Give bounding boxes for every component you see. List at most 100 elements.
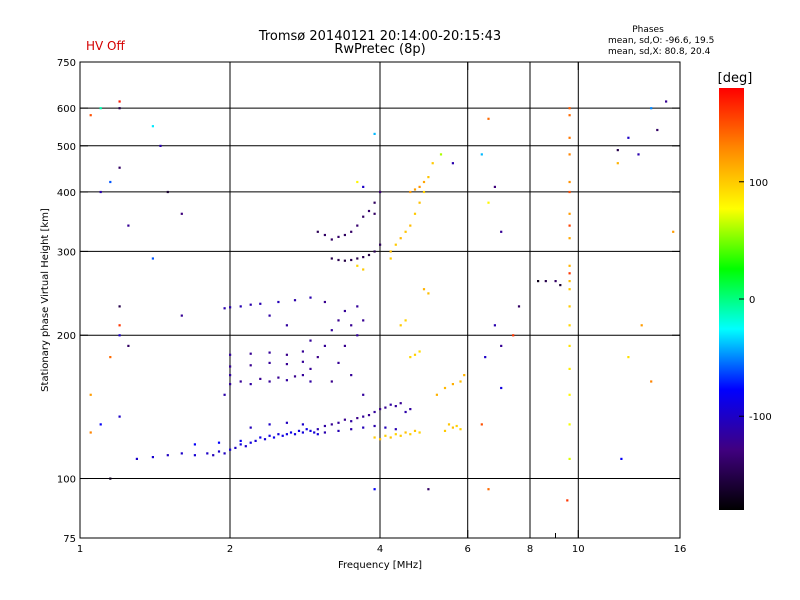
data-point — [463, 374, 466, 377]
data-point — [568, 393, 571, 396]
data-point — [356, 264, 359, 267]
data-point — [487, 117, 490, 120]
x-tick-label: 6 — [465, 544, 471, 555]
data-point — [568, 272, 571, 275]
data-point — [281, 434, 284, 437]
data-point — [384, 434, 387, 437]
x-tick-label: 2 — [227, 544, 233, 555]
data-point — [118, 415, 121, 418]
data-point — [229, 306, 232, 309]
data-point — [309, 367, 312, 370]
data-point — [418, 185, 421, 188]
data-point — [459, 428, 462, 431]
data-point — [389, 257, 392, 260]
data-point — [229, 448, 232, 451]
data-point — [330, 329, 333, 332]
data-point — [217, 450, 221, 453]
data-point — [384, 426, 387, 429]
data-point — [484, 356, 487, 359]
data-point — [409, 433, 412, 436]
data-point — [229, 383, 232, 386]
x-tick-label: 1 — [77, 544, 83, 555]
data-point — [135, 457, 138, 460]
data-point — [384, 406, 387, 409]
data-point — [427, 292, 430, 295]
data-point — [379, 190, 382, 194]
data-point — [193, 443, 196, 446]
data-point — [109, 180, 112, 184]
data-point — [439, 153, 443, 156]
data-point — [544, 280, 547, 283]
data-point — [217, 441, 221, 444]
data-point — [337, 258, 340, 262]
data-point — [109, 356, 112, 359]
data-point — [343, 309, 346, 313]
data-point — [99, 190, 102, 194]
data-point — [249, 303, 252, 306]
data-point — [362, 426, 365, 429]
data-point — [337, 361, 340, 364]
data-point — [409, 408, 412, 411]
data-point — [151, 125, 154, 128]
phase-stats-title: Phases — [632, 25, 664, 35]
data-point — [293, 299, 297, 302]
data-point — [389, 403, 392, 406]
data-point — [330, 380, 333, 383]
data-point — [394, 405, 397, 408]
data-point — [409, 224, 412, 227]
data-point — [193, 454, 196, 457]
data-point — [159, 144, 162, 147]
data-point — [373, 201, 376, 204]
data-point — [389, 436, 392, 439]
data-point — [343, 233, 346, 237]
data-point — [244, 445, 247, 448]
data-point — [89, 431, 92, 434]
data-point — [356, 180, 359, 184]
data-point — [330, 238, 333, 241]
y-tick-label: 500 — [57, 142, 76, 153]
data-point — [443, 386, 447, 390]
data-point — [487, 201, 490, 204]
data-point — [350, 230, 353, 233]
x-tick-label: 4 — [377, 544, 383, 555]
data-point — [362, 415, 365, 418]
data-point — [362, 215, 365, 218]
data-point — [367, 209, 371, 213]
data-point — [399, 434, 402, 437]
data-point — [373, 132, 376, 135]
data-point — [627, 356, 630, 359]
data-point — [316, 433, 319, 436]
data-point — [350, 258, 353, 262]
data-point — [301, 350, 304, 353]
data-point — [389, 250, 392, 253]
data-point — [451, 383, 454, 386]
data-point — [285, 363, 288, 366]
data-point — [568, 107, 571, 110]
data-point — [293, 433, 297, 436]
data-point — [118, 324, 121, 327]
data-point — [379, 408, 382, 411]
data-point — [568, 367, 571, 370]
data-point — [394, 243, 397, 246]
y-axis: 75 100 200 300 400 500 600 750 — [57, 58, 680, 545]
y-tick-label: 200 — [57, 331, 76, 342]
data-point — [323, 300, 326, 304]
data-point — [500, 230, 503, 233]
data-point — [373, 436, 376, 439]
data-point — [500, 344, 503, 347]
data-point — [616, 149, 619, 152]
colorbar-tick-label: -100 — [749, 412, 772, 423]
data-point — [568, 224, 571, 227]
data-point — [89, 393, 92, 396]
data-point — [212, 454, 215, 457]
data-point — [239, 439, 242, 442]
data-point — [343, 344, 346, 347]
data-point — [512, 334, 515, 337]
data-point — [665, 100, 668, 103]
grid-lines — [80, 62, 680, 538]
data-point — [568, 344, 571, 347]
data-point — [493, 185, 496, 188]
data-point — [413, 353, 417, 356]
data-point — [229, 365, 232, 368]
y-tick-label: 400 — [57, 188, 76, 199]
